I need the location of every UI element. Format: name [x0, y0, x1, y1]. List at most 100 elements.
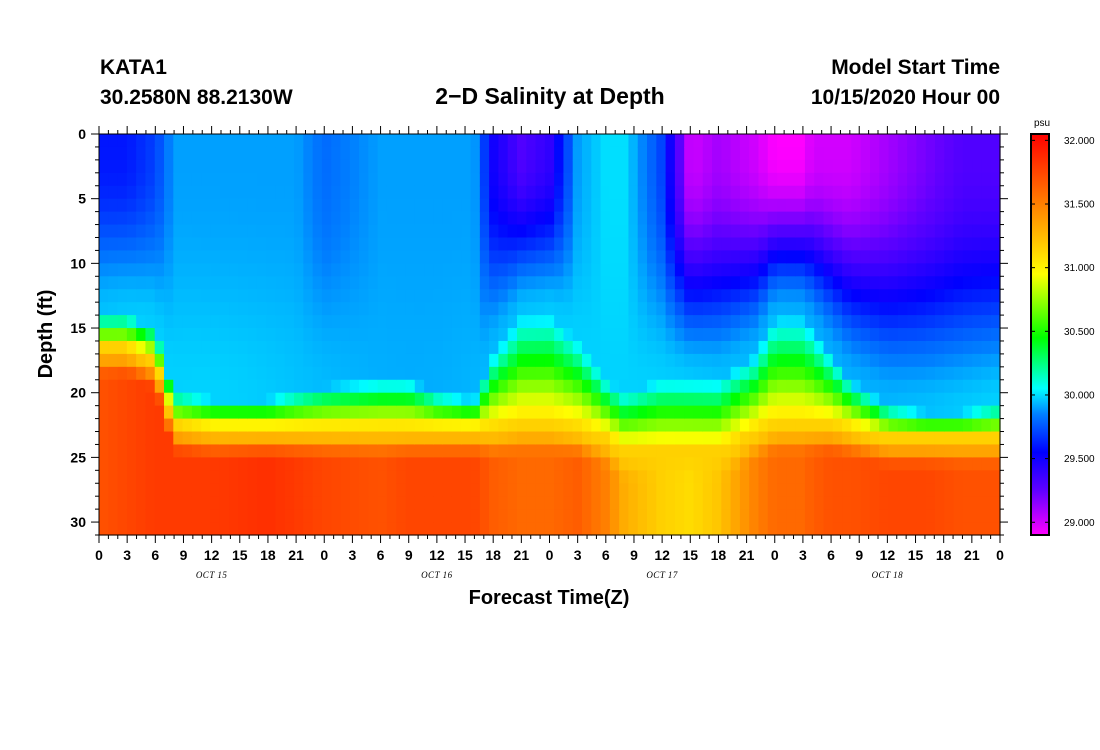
- heatmap-cell: [173, 198, 184, 213]
- heatmap-cell: [386, 159, 397, 174]
- heatmap-cell: [897, 224, 908, 239]
- heatmap-cell: [359, 185, 369, 200]
- heatmap-cell: [860, 457, 871, 471]
- heatmap-cell: [312, 237, 323, 252]
- heatmap-cell: [173, 146, 184, 161]
- heatmap-cell: [507, 250, 518, 264]
- x-tick-label: 6: [602, 547, 610, 563]
- heatmap-cell: [563, 237, 574, 252]
- heatmap-cell: [730, 328, 741, 342]
- heatmap-cell: [173, 263, 184, 277]
- heatmap-cell: [860, 444, 871, 458]
- heatmap-cell: [321, 211, 332, 226]
- heatmap-cell: [210, 146, 221, 161]
- heatmap-cell: [656, 509, 667, 523]
- heatmap-cell: [424, 263, 434, 277]
- heatmap-cell: [414, 159, 425, 174]
- heatmap-cell: [229, 483, 239, 497]
- heatmap-cell: [433, 405, 444, 420]
- heatmap-cell: [953, 418, 964, 433]
- heatmap-cell: [256, 483, 267, 497]
- heatmap-cell: [665, 198, 676, 213]
- heatmap-cell: [795, 353, 806, 368]
- heatmap-cell: [582, 289, 592, 303]
- heatmap-cell: [321, 353, 332, 368]
- heatmap-cell: [572, 379, 583, 394]
- heatmap-cell: [981, 496, 992, 510]
- heatmap-cell: [674, 134, 685, 148]
- heatmap-cell: [907, 405, 917, 420]
- heatmap-cell: [535, 444, 546, 458]
- heatmap-cell: [99, 159, 109, 174]
- heatmap-cell: [516, 134, 527, 148]
- heatmap-cell: [303, 211, 314, 226]
- heatmap-cell: [451, 522, 462, 536]
- heatmap-cell: [526, 496, 537, 510]
- heatmap-cell: [795, 237, 806, 252]
- heatmap-cell: [804, 405, 815, 420]
- heatmap-cell: [777, 315, 787, 329]
- heatmap-cell: [786, 509, 797, 523]
- heatmap-cell: [823, 509, 834, 523]
- heatmap-cell: [702, 211, 713, 226]
- heatmap-cell: [934, 379, 945, 394]
- heatmap-cell: [888, 159, 899, 174]
- heatmap-cell: [368, 315, 379, 329]
- heatmap-cell: [99, 496, 109, 510]
- heatmap-cell: [554, 134, 565, 148]
- heatmap-cell: [637, 444, 648, 458]
- heatmap-cell: [972, 457, 983, 471]
- heatmap-cell: [266, 418, 277, 433]
- heatmap-cell: [563, 522, 574, 536]
- heatmap-cell: [814, 211, 825, 226]
- heatmap-cell: [777, 302, 787, 316]
- heatmap-cell: [804, 392, 815, 407]
- heatmap-cell: [442, 146, 453, 161]
- heatmap-cell: [377, 315, 388, 329]
- heatmap-cell: [154, 315, 165, 329]
- heatmap-cell: [962, 224, 973, 239]
- heatmap-cell: [712, 353, 722, 368]
- heatmap-cell: [582, 483, 592, 497]
- heatmap-cell: [108, 457, 119, 471]
- heatmap-cell: [470, 302, 481, 316]
- heatmap-cell: [786, 379, 797, 394]
- heatmap-cell: [777, 483, 787, 497]
- x-tick-label: 18: [485, 547, 501, 563]
- heatmap-cell: [944, 224, 955, 239]
- heatmap-cell: [990, 418, 1001, 433]
- heatmap-cell: [842, 496, 852, 510]
- heatmap-cell: [907, 379, 917, 394]
- heatmap-cell: [786, 276, 797, 290]
- heatmap-cell: [749, 509, 760, 523]
- heatmap-cell: [145, 444, 156, 458]
- heatmap-cell: [767, 457, 778, 471]
- heatmap-cell: [461, 250, 472, 264]
- heatmap-cell: [795, 496, 806, 510]
- heatmap-cell: [191, 263, 202, 277]
- heatmap-cell: [609, 405, 620, 420]
- heatmap-cell: [916, 340, 927, 355]
- heatmap-cell: [730, 366, 741, 381]
- heatmap-cell: [888, 392, 899, 407]
- heatmap-cell: [498, 198, 509, 213]
- heatmap-cell: [461, 237, 472, 252]
- heatmap-cell: [749, 172, 760, 187]
- x-tick-label: 6: [151, 547, 159, 563]
- heatmap-cell: [693, 263, 704, 277]
- heatmap-cell: [219, 211, 230, 226]
- heatmap-cell: [359, 159, 369, 174]
- heatmap-cell: [842, 250, 852, 264]
- heatmap-cell: [238, 263, 249, 277]
- heatmap-cell: [284, 366, 295, 381]
- heatmap-cell: [275, 302, 286, 316]
- heatmap-cell: [99, 237, 109, 252]
- heatmap-cell: [396, 250, 407, 264]
- heatmap-cell: [201, 276, 212, 290]
- heatmap-cell: [516, 224, 527, 239]
- heatmap-cell: [405, 328, 416, 342]
- heatmap-cell: [767, 509, 778, 523]
- heatmap-cell: [888, 496, 899, 510]
- heatmap-cell: [479, 315, 490, 329]
- heatmap-cell: [925, 185, 936, 200]
